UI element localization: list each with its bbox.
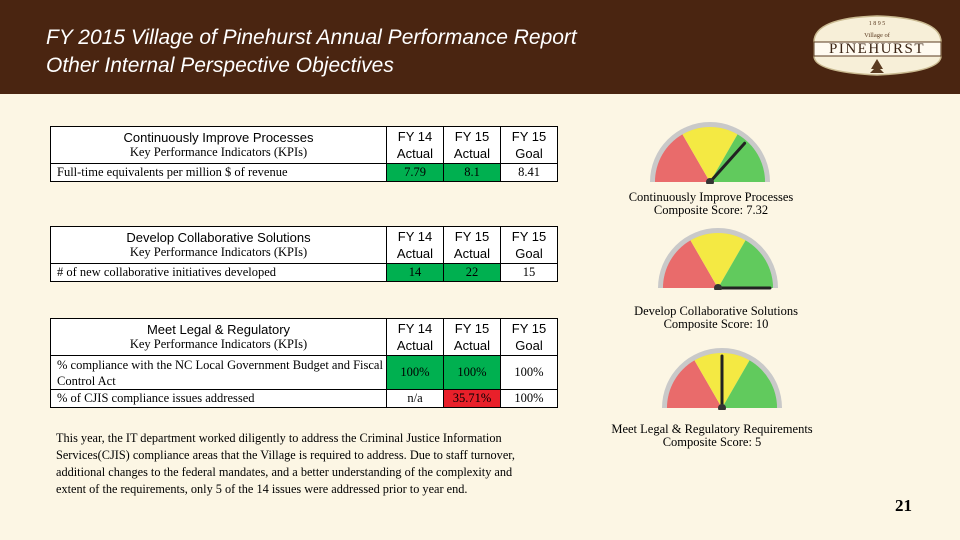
kpi-table-collaborative: Develop Collaborative Solutions Key Perfo… [50, 226, 558, 282]
gauge-zone-green [710, 134, 765, 182]
table-row: Full-time equivalents per million $ of r… [50, 163, 558, 182]
explanation-paragraph: This year, the IT department worked dili… [56, 431, 515, 496]
title-line-2: Other Internal Perspective Objectives [46, 54, 394, 77]
table-row: % of CJIS compliance issues addressed n/… [50, 389, 558, 408]
col-fy14-actual: FY 14 Actual [386, 126, 444, 164]
col-fy15-actual: FY 15 Actual [443, 126, 501, 164]
col-fy14-actual: FY 14 Actual [386, 318, 444, 356]
pine-tree-icon [870, 59, 884, 73]
logo-name: PINEHURST [829, 41, 925, 57]
gauge-zone-red [663, 240, 718, 288]
table-row: % compliance with the NC Local Governmen… [50, 355, 558, 390]
table-header-title: Meet Legal & Regulatory Key Performance I… [50, 318, 387, 356]
col-fy15-actual: FY 15 Actual [443, 318, 501, 356]
gauge-zone-green [722, 360, 777, 408]
gauge-shine [663, 233, 773, 288]
col-fy14-actual: FY 14 Actual [386, 226, 444, 264]
logo-year: 1 8 9 5 [869, 21, 886, 27]
col-fy15-goal: FY 15 Goal [500, 126, 558, 164]
col-fy15-goal: FY 15 Goal [500, 226, 558, 264]
gauge-caption-processes: Continuously Improve Processes Composite … [628, 190, 794, 217]
col-fy15-actual: FY 15 Actual [443, 226, 501, 264]
gauge-zone-green [718, 240, 773, 288]
table-header-title: Develop Collaborative Solutions Key Perfo… [50, 226, 387, 264]
kpi-table-processes: Continuously Improve Processes Key Perfor… [50, 126, 558, 182]
gauge-hub [718, 404, 726, 410]
kpi-table-legal: Meet Legal & Regulatory Key Performance I… [50, 318, 558, 408]
gauge-zone-yellow [690, 233, 746, 288]
logo-village: Village of [864, 32, 891, 39]
header-bar: FY 2015 Village of Pinehurst Annual Perf… [0, 0, 960, 94]
gauge-zone-yellow [682, 127, 738, 182]
gauge-legal [662, 348, 782, 410]
table-header-title: Continuously Improve Processes Key Perfor… [50, 126, 387, 164]
title-line-1: FY 2015 Village of Pinehurst Annual Perf… [46, 26, 577, 49]
page-number: 21 [895, 496, 912, 515]
pinehurst-logo: 1 8 9 5 Village of PINEHURST [813, 15, 942, 76]
table-row: # of new collaborative initiatives devel… [50, 263, 558, 282]
gauge-caption-collaborative: Develop Collaborative Solutions Composite… [634, 304, 798, 331]
gauge-zone-red [667, 360, 722, 408]
page-title: FY 2015 Village of Pinehurst Annual Perf… [46, 24, 577, 80]
gauge-hub [714, 284, 722, 290]
gauge-collaborative [658, 228, 778, 290]
col-fy15-goal: FY 15 Goal [500, 318, 558, 356]
gauge-shine [655, 127, 765, 182]
gauge-processes [650, 122, 770, 184]
gauge-zone-red [655, 134, 710, 182]
gauge-needle [708, 141, 747, 184]
gauge-caption-legal: Meet Legal & Regulatory Requirements Comp… [611, 422, 813, 449]
gauge-hub [706, 178, 714, 184]
